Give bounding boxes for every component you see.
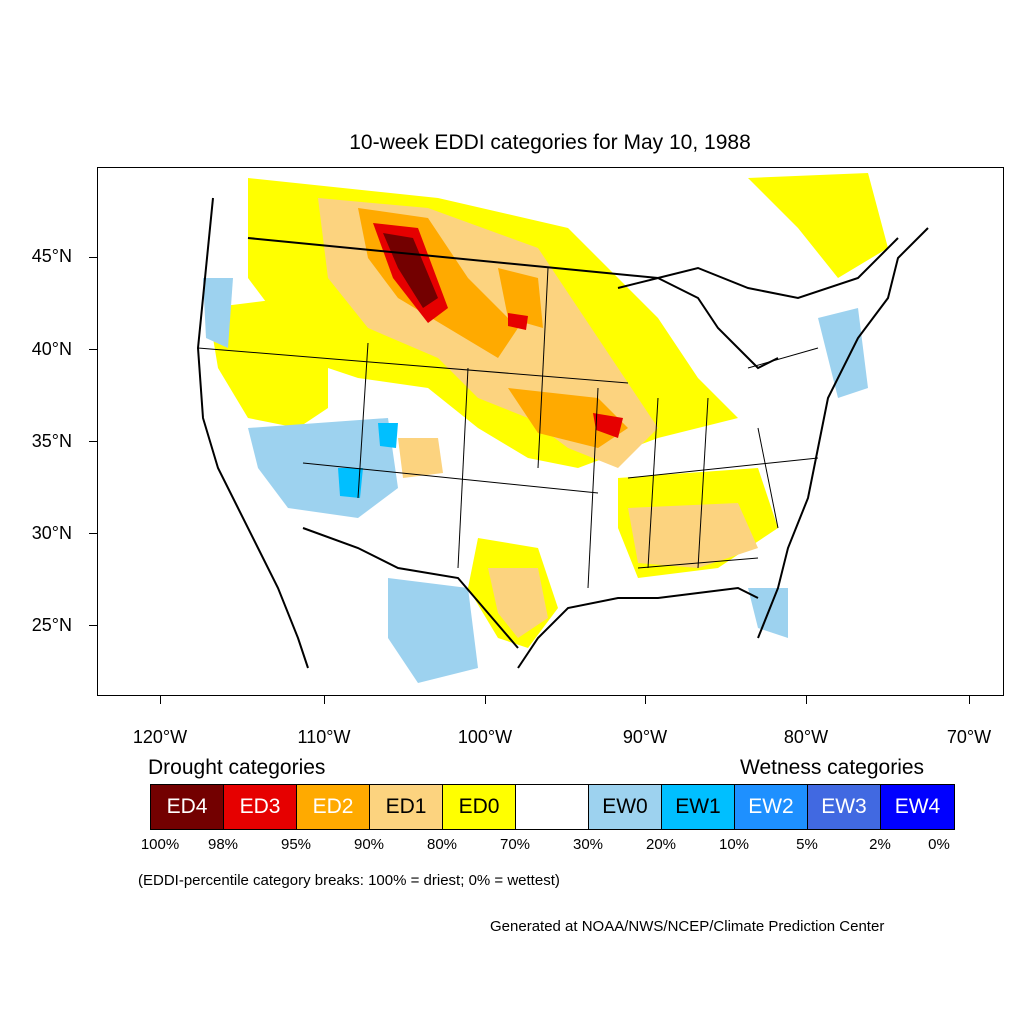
lat-label-35: 35°N (31, 431, 72, 451)
lat-tick (89, 257, 97, 258)
lat-tick (89, 625, 97, 626)
lon-tick (806, 696, 807, 704)
legend-break-label: 5% (796, 836, 818, 853)
drought-heading: Drought categories (148, 756, 326, 779)
ed2-iowa (508, 388, 628, 448)
ew0-pacific (203, 278, 233, 348)
ed3-dakota (508, 313, 528, 330)
legend-break-label: 100% (140, 836, 180, 853)
ew0-mexico (388, 578, 478, 683)
ew0-northeast (818, 308, 868, 398)
lat-label-25: 25°N (31, 615, 72, 635)
lat-tick (89, 441, 97, 442)
legend-swatch: ED2 (297, 785, 370, 829)
lon-label-120: 120°W (132, 727, 188, 747)
legend-swatch: EW1 (662, 785, 735, 829)
legend-break-label: 30% (572, 836, 604, 853)
legend-break-label: 20% (645, 836, 677, 853)
ew1-southwest (338, 468, 363, 498)
lat-tick (89, 349, 97, 350)
coastlines (196, 197, 929, 669)
legend-break-label: 90% (353, 836, 385, 853)
ed1-texas (488, 568, 548, 638)
atlantic-coast (757, 227, 929, 639)
legend-break-label: 70% (499, 836, 531, 853)
lon-label-90: 90°W (622, 727, 668, 747)
wetness-heading: Wetness categories (740, 756, 925, 779)
lat-label-30: 30°N (31, 523, 72, 543)
category-note: (EDDI-percentile category breaks: 100% =… (138, 872, 560, 889)
eddi-map (196, 173, 929, 683)
gulf-coast (517, 586, 759, 669)
lon-tick (160, 696, 161, 704)
lon-label-100: 100°W (457, 727, 513, 747)
lon-tick (485, 696, 486, 704)
legend-swatch: EW2 (735, 785, 808, 829)
legend-swatch: EW4 (881, 785, 954, 829)
legend-swatch: ED4 (151, 785, 224, 829)
map-panel (97, 167, 1004, 696)
category-shading (203, 173, 888, 683)
credit-line: Generated at NOAA/NWS/NCEP/Climate Predi… (490, 918, 885, 935)
lon-label-80: 80°W (783, 727, 829, 747)
legend-swatch: EW0 (589, 785, 662, 829)
legend-break-label: 10% (718, 836, 750, 853)
legend-break-label: 80% (426, 836, 458, 853)
category-legend: ED4 ED3 ED2 ED1 ED0 EW0 EW1 EW2 EW3 EW4 (150, 784, 955, 830)
lat-tick (89, 533, 97, 534)
lon-tick (969, 696, 970, 704)
legend-break-label: 98% (207, 836, 239, 853)
ed1-colorado (398, 438, 443, 478)
legend-swatch: ED1 (370, 785, 443, 829)
legend-break-label: 0% (928, 836, 950, 853)
mexico-border (302, 527, 519, 649)
lon-label-70: 70°W (946, 727, 992, 747)
ed1-southeast (628, 503, 758, 568)
legend-swatch (516, 785, 589, 829)
legend-swatch: EW3 (808, 785, 881, 829)
ed2-dakota (498, 268, 543, 328)
ew1-utah (378, 423, 398, 448)
lat-label-40: 40°N (31, 339, 72, 359)
lon-tick (645, 696, 646, 704)
lon-tick (324, 696, 325, 704)
lon-label-110: 110°W (297, 727, 351, 747)
ed0-west (208, 298, 328, 428)
map-title: 10-week EDDI categories for May 10, 1988 (349, 131, 751, 154)
canada-border (247, 237, 899, 300)
legend-break-label: 2% (869, 836, 891, 853)
ew0-southwest (248, 418, 398, 518)
legend-break-label: 95% (280, 836, 312, 853)
ed0-northeast (748, 173, 888, 278)
legend-swatch: ED0 (443, 785, 516, 829)
pacific-coast (196, 197, 309, 669)
legend-swatch: ED3 (224, 785, 297, 829)
lat-label-45: 45°N (31, 246, 72, 266)
ed3-iowa (593, 413, 623, 438)
